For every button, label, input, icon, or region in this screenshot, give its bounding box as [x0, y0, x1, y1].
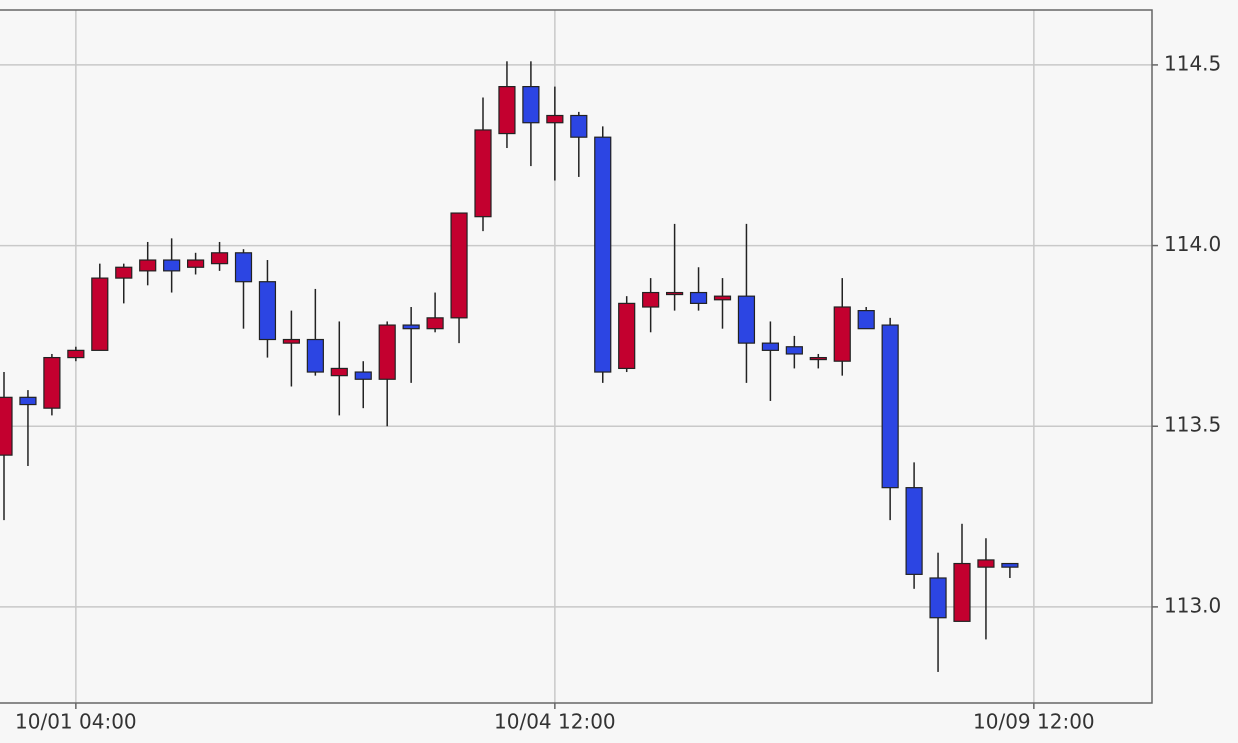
candle-body [665, 291, 684, 296]
candle-body [594, 136, 612, 373]
plot-frame [0, 9, 1153, 704]
candle-body [426, 317, 444, 330]
candle-body [498, 85, 516, 135]
candle-body [330, 367, 348, 377]
candle-body [43, 356, 61, 409]
candle-body [977, 559, 995, 568]
candle-body [689, 291, 708, 304]
candle-body [833, 306, 851, 362]
x-tick-label: 10/09 12:00 [973, 710, 1095, 734]
candle-body [163, 259, 181, 272]
candle-body [282, 338, 300, 344]
y-tick-label: 113.0 [1164, 593, 1221, 617]
x-tick-label: 10/01 04:00 [15, 710, 137, 734]
candle-body [378, 324, 396, 380]
candle-body [546, 114, 564, 124]
candle-body [618, 302, 636, 370]
candle-body [857, 310, 875, 330]
candle-body [258, 281, 277, 341]
candle-body [187, 259, 205, 268]
candle-body [19, 396, 37, 406]
candle-body [1001, 562, 1019, 568]
candle-body [929, 577, 947, 619]
candle-body [450, 212, 468, 319]
candle-body [785, 346, 803, 355]
candles [0, 61, 1019, 672]
y-tick-label: 113.5 [1164, 413, 1221, 437]
labels: 113.0 113.5 114.0 114.5 10/01 04:00 10/04 12:… [15, 51, 1221, 733]
candle-body [306, 338, 324, 373]
candle-body [115, 266, 133, 279]
candle-body [91, 277, 109, 351]
candle-body [881, 324, 899, 489]
candle-body [0, 396, 13, 456]
candle-body [809, 356, 827, 361]
candle-body [713, 295, 732, 301]
candle-body [67, 349, 85, 359]
candle-body [737, 295, 756, 344]
candle-body [139, 259, 157, 272]
candle-body [905, 487, 923, 575]
candle-body [953, 562, 971, 622]
candle-body [402, 324, 420, 330]
candle-body [354, 371, 372, 380]
y-tick-label: 114.5 [1164, 51, 1221, 75]
candle-body [570, 114, 588, 138]
candle-body [234, 252, 253, 283]
candle-body [522, 85, 540, 124]
candle-body [210, 252, 229, 265]
candle-body [761, 342, 780, 351]
y-tick-label: 114.0 [1164, 232, 1221, 256]
candle-body [474, 129, 492, 218]
candle-body [642, 291, 660, 308]
x-tick-label: 10/04 12:00 [494, 710, 616, 734]
